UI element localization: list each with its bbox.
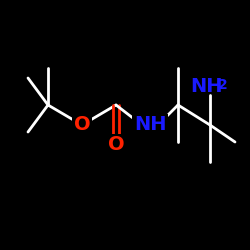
- Text: O: O: [108, 136, 124, 154]
- Text: NH: NH: [190, 78, 222, 96]
- Text: NH: NH: [134, 116, 166, 134]
- Text: O: O: [74, 116, 90, 134]
- Text: 2: 2: [218, 78, 228, 92]
